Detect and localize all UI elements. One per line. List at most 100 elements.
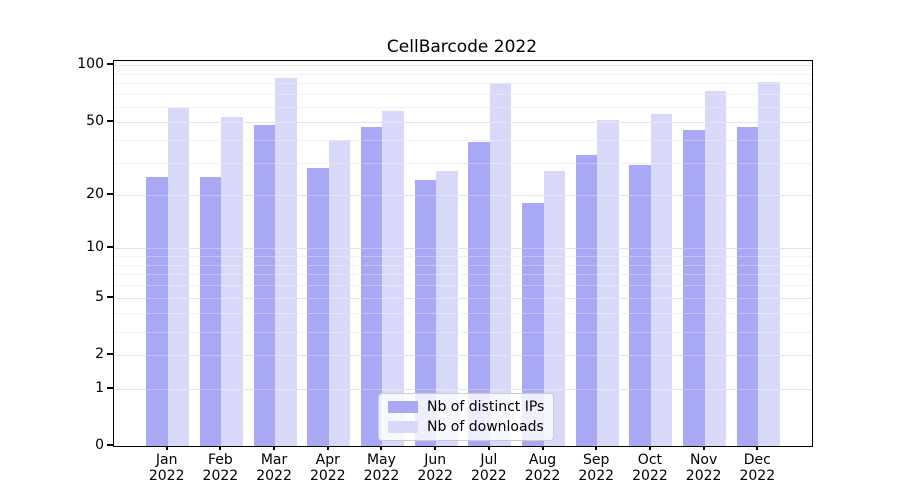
x-tick-label-year: 2022 [632, 468, 668, 484]
x-tick-label-month: Jul [480, 452, 498, 468]
x-tick-label-sep: Sep 2022 [578, 452, 614, 484]
x-tick-label-apr: Apr 2022 [310, 452, 346, 484]
gridline-minor-4 [114, 313, 812, 315]
gridlines-under [114, 61, 812, 446]
gridline-major-10 [114, 248, 812, 250]
bar-feb-distinct-ips [199, 177, 222, 446]
gridline-over-40 [114, 139, 812, 141]
bar-oct-distinct-ips [629, 165, 651, 446]
bar-jun-distinct-ips [414, 180, 437, 446]
y-tick-100 [107, 63, 113, 66]
y-tick-label-0: 0 [95, 437, 104, 453]
x-tick-label-year: 2022 [202, 468, 239, 484]
gridline-minor-30 [114, 162, 812, 164]
y-tick-label-20: 20 [86, 185, 104, 202]
x-tick-label-dec: Dec 2022 [739, 452, 775, 484]
chart-title: CellBarcode 2022 [386, 37, 538, 57]
y-tick-50 [107, 119, 113, 122]
x-tick-label-oct: Oct 2022 [632, 452, 668, 484]
bar-nov-downloads [704, 90, 727, 446]
gridline-over-4 [114, 313, 812, 315]
bar-may-downloads [382, 110, 404, 446]
x-tick-label-month: Sep [583, 452, 610, 468]
x-tick-label-nov: Nov 2022 [686, 452, 722, 484]
gridline-major-1 [114, 388, 812, 390]
legend: Nb of distinct IPs Nb of downloads [378, 393, 555, 441]
y-tick-10 [107, 246, 113, 249]
x-tick-sep [595, 446, 598, 450]
bar-mar-distinct-ips [253, 124, 276, 446]
x-tick-jul [487, 446, 490, 450]
plot-area [113, 60, 813, 447]
legend-swatch [388, 401, 418, 413]
legend-item-distinct-ips: Nb of distinct IPs [388, 399, 544, 415]
bar-jan-downloads [167, 108, 190, 446]
gridline-over-50 [114, 121, 812, 123]
x-tick-label-year: 2022 [363, 468, 400, 484]
x-tick-label-year: 2022 [578, 468, 615, 484]
y-tick-label-100: 100 [77, 56, 104, 73]
x-tick-label-aug: Aug 2022 [525, 452, 561, 484]
bar-oct-downloads [650, 113, 673, 446]
gridline-minor-9 [114, 256, 812, 257]
gridline-over-30 [114, 162, 812, 164]
legend-item-downloads: Nb of downloads [388, 419, 544, 435]
gridline-minor-6 [114, 285, 812, 287]
bar-mar-downloads [275, 78, 297, 446]
x-tick-label-year: 2022 [471, 468, 507, 484]
x-tick-jan [165, 446, 168, 450]
x-tick-label-jan: Jan 2022 [149, 452, 185, 484]
x-tick-label-year: 2022 [739, 468, 776, 484]
gridline-over-100 [114, 65, 812, 67]
gridline-minor-60 [114, 106, 812, 108]
bars-layer [114, 61, 812, 446]
x-tick-label-month: Feb [207, 452, 233, 468]
x-tick-mar [273, 446, 276, 450]
x-tick-label-month: May [366, 452, 396, 468]
x-tick-apr [326, 446, 329, 450]
y-tick-1 [107, 386, 113, 389]
x-tick-feb [219, 446, 222, 450]
gridline-major-2 [114, 355, 812, 357]
gridline-over-20 [114, 194, 812, 196]
y-tick-0 [107, 444, 113, 446]
y-tick-label-50: 50 [86, 112, 104, 129]
x-tick-label-year: 2022 [417, 468, 453, 484]
y-tick-2 [107, 353, 113, 356]
bar-jul-distinct-ips [468, 141, 490, 446]
y-tick-label-10: 10 [86, 239, 104, 256]
gridline-minor-7 [114, 274, 812, 276]
x-tick-label-month: Aug [528, 452, 557, 468]
y-tick-20 [107, 192, 113, 195]
x-tick-label-month: Jan [155, 452, 178, 468]
legend-label: Nb of downloads [427, 419, 544, 435]
gridline-over-7 [114, 274, 812, 276]
x-tick-jun [434, 446, 437, 450]
gridline-major-20 [114, 194, 812, 196]
x-tick-label-month: Jun [424, 452, 447, 468]
x-tick-label-month: Dec [743, 452, 771, 468]
bar-aug-downloads [543, 171, 566, 446]
gridline-major-50 [114, 121, 812, 123]
bar-apr-downloads [328, 139, 351, 446]
bar-sep-distinct-ips [575, 155, 598, 446]
x-tick-label-year: 2022 [148, 468, 185, 484]
gridline-over-70 [114, 94, 812, 96]
gridline-minor-40 [114, 139, 812, 141]
bar-may-distinct-ips [360, 126, 383, 446]
bar-apr-distinct-ips [307, 168, 329, 446]
y-tick-5 [107, 296, 113, 299]
gridlines-over [114, 61, 812, 446]
gridline-minor-80 [114, 83, 812, 85]
gridline-over-90 [114, 73, 812, 75]
y-tick-label-5: 5 [95, 289, 104, 306]
bar-feb-downloads [221, 116, 243, 446]
gridline-major-100 [114, 65, 812, 67]
x-tick-label-may: May 2022 [364, 452, 400, 484]
gridline-over-8 [114, 264, 812, 266]
legend-label: Nb of distinct IPs [427, 399, 545, 415]
x-tick-label-year: 2022 [524, 468, 561, 484]
x-tick-aug [541, 446, 544, 450]
x-tick-may [380, 446, 383, 450]
